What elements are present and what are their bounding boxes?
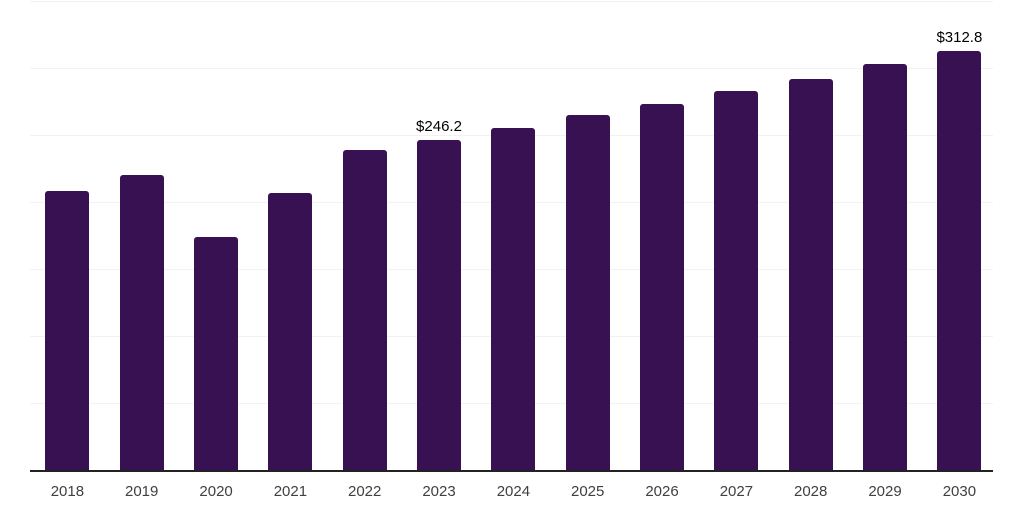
x-axis-label: 2026: [645, 483, 679, 500]
x-axis-label: 2023: [422, 483, 456, 500]
bar: [342, 149, 387, 470]
bar: [417, 140, 461, 470]
x-axis-line: [30, 470, 993, 472]
x-axis-label: 2020: [199, 483, 233, 500]
x-axis-label: 2021: [273, 483, 308, 500]
x-axis-label: 2022: [348, 483, 382, 500]
bar: [937, 50, 982, 470]
bar: [194, 236, 239, 470]
bar: [714, 90, 759, 470]
data-label: $246.2: [416, 118, 462, 136]
x-axis-label: 2018: [50, 483, 85, 500]
x-axis-label: 2030: [942, 483, 977, 500]
x-axis-label: 2028: [794, 483, 828, 500]
x-axis-label: 2024: [496, 483, 531, 500]
gridline: [30, 1, 993, 2]
bar: [268, 192, 313, 470]
x-axis-label: 2029: [868, 483, 902, 500]
x-axis-label: 2019: [125, 483, 159, 500]
x-axis-label: 2027: [719, 483, 754, 500]
bar: [640, 104, 684, 470]
bar: [491, 128, 536, 470]
bar: [863, 64, 907, 470]
data-label: $312.8: [936, 28, 983, 46]
gridline: [30, 68, 993, 69]
bar: [45, 191, 90, 470]
bar: [565, 114, 610, 470]
x-axis-label: 2025: [571, 483, 605, 500]
bar: [788, 78, 833, 470]
bar: [119, 175, 164, 470]
